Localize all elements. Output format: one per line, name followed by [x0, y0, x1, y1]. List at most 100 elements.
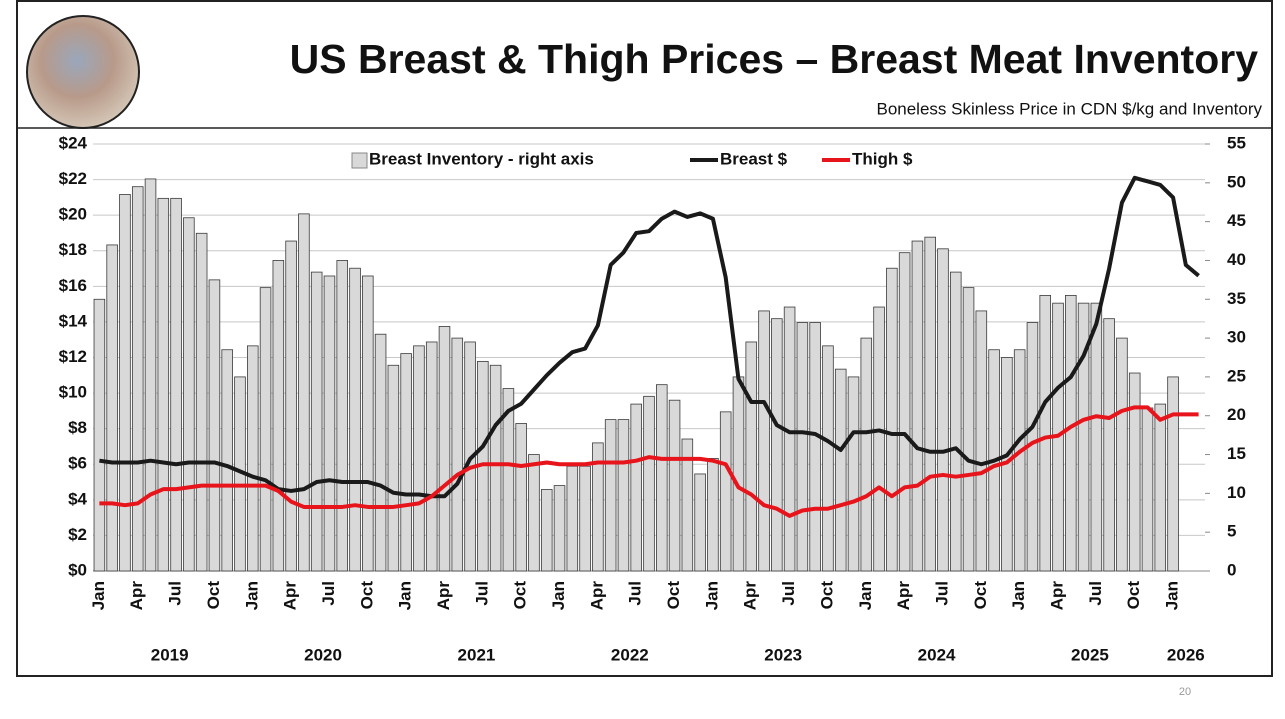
y-tick-label: $20 — [59, 205, 87, 224]
bar — [631, 404, 642, 571]
chart-subtitle: Boneless Skinless Price in CDN $/kg and … — [876, 99, 1262, 118]
bar — [401, 354, 412, 571]
bar — [1040, 295, 1051, 571]
x-tick-label: Jan — [549, 581, 568, 610]
bar — [733, 377, 744, 571]
x-tick-label: Oct — [204, 581, 223, 610]
bar — [823, 346, 834, 571]
y2-tick-label: 15 — [1227, 444, 1246, 463]
y2-tick-label: 5 — [1227, 522, 1236, 541]
bar — [554, 486, 565, 571]
x-tick-label: Jan — [89, 581, 108, 610]
y2-tick-label: 25 — [1227, 366, 1246, 385]
bar — [810, 323, 821, 571]
bar — [835, 369, 846, 571]
y-tick-label: $6 — [68, 454, 87, 473]
y2-tick-label: 30 — [1227, 328, 1246, 347]
legend-label: Thigh $ — [852, 149, 913, 168]
bar — [222, 350, 233, 571]
bar — [708, 458, 719, 571]
y-tick-label: $0 — [68, 560, 87, 579]
bar — [784, 307, 795, 571]
x-tick-label: Jan — [1009, 581, 1028, 610]
x-tick-label: Oct — [817, 581, 836, 610]
x-tick-label: Jul — [472, 581, 491, 606]
x-tick-label: Oct — [971, 581, 990, 610]
y2-tick-label: 0 — [1227, 560, 1236, 579]
y-tick-label: $8 — [68, 418, 87, 437]
x-tick-label: Oct — [1124, 581, 1143, 610]
bar — [145, 179, 156, 571]
bar — [196, 233, 207, 571]
bar — [938, 249, 949, 571]
x-tick-label: Apr — [281, 581, 300, 611]
year-label: 2020 — [304, 645, 342, 664]
bar — [618, 420, 629, 571]
x-tick-label: Apr — [587, 581, 606, 611]
bar — [439, 326, 450, 571]
bar — [605, 420, 616, 571]
bar — [362, 276, 373, 571]
bar — [797, 323, 808, 571]
y-tick-label: $14 — [59, 311, 88, 330]
x-tick-label: Oct — [357, 581, 376, 610]
bar — [912, 241, 923, 571]
bar — [209, 280, 220, 571]
year-label: 2021 — [458, 645, 496, 664]
x-tick-label: Apr — [1047, 581, 1066, 611]
bar — [426, 342, 437, 571]
year-label: 2025 — [1071, 645, 1109, 664]
bar — [94, 299, 105, 571]
bar — [950, 272, 961, 571]
bar — [580, 466, 591, 571]
y2-tick-label: 10 — [1227, 483, 1246, 502]
x-tick-label: Jul — [779, 581, 798, 606]
bar — [759, 311, 770, 571]
legend-label: Breast $ — [720, 149, 788, 168]
chart-title: US Breast & Thigh Prices – Breast Meat I… — [290, 36, 1259, 82]
bar — [886, 268, 897, 571]
page: US Breast & Thigh Prices – Breast Meat I… — [0, 0, 1285, 719]
year-label: 2026 — [1167, 645, 1205, 664]
x-tick-label: Jan — [856, 581, 875, 610]
y2-tick-label: 40 — [1227, 250, 1246, 269]
bar — [1129, 373, 1140, 571]
y-tick-label: $22 — [59, 169, 87, 188]
bar — [1014, 350, 1025, 571]
y-tick-label: $16 — [59, 276, 87, 295]
x-tick-label: Jul — [319, 581, 338, 606]
x-tick-label: Jan — [1163, 581, 1182, 610]
y-tick-label: $18 — [59, 240, 87, 259]
bar — [669, 400, 680, 571]
bar — [1117, 338, 1128, 571]
bar — [976, 311, 987, 571]
bar — [771, 319, 782, 571]
bar — [260, 288, 271, 571]
x-tick-label: Jul — [1086, 581, 1105, 606]
bar — [1142, 408, 1153, 571]
bar — [375, 334, 386, 571]
bar — [656, 385, 667, 571]
x-tick-label: Jul — [626, 581, 645, 606]
bar — [899, 253, 910, 571]
x-tick-label: Apr — [127, 581, 146, 611]
bar — [337, 260, 348, 571]
year-label: 2022 — [611, 645, 649, 664]
bar — [311, 272, 322, 571]
bar — [452, 338, 463, 571]
bar — [183, 218, 194, 571]
bar — [746, 342, 757, 571]
y-tick-label: $24 — [59, 133, 88, 152]
slide: US Breast & Thigh Prices – Breast Meat I… — [0, 0, 1285, 719]
x-tick-label: Jul — [932, 581, 951, 606]
logo-photo — [27, 16, 139, 128]
bar — [1065, 295, 1076, 571]
bar — [247, 346, 258, 571]
bar — [1168, 377, 1179, 571]
bar — [963, 288, 974, 571]
bar — [925, 237, 936, 571]
y-tick-label: $4 — [68, 489, 87, 508]
x-tick-label: Jan — [702, 581, 721, 610]
bar — [490, 365, 501, 571]
x-tick-label: Oct — [511, 581, 530, 610]
